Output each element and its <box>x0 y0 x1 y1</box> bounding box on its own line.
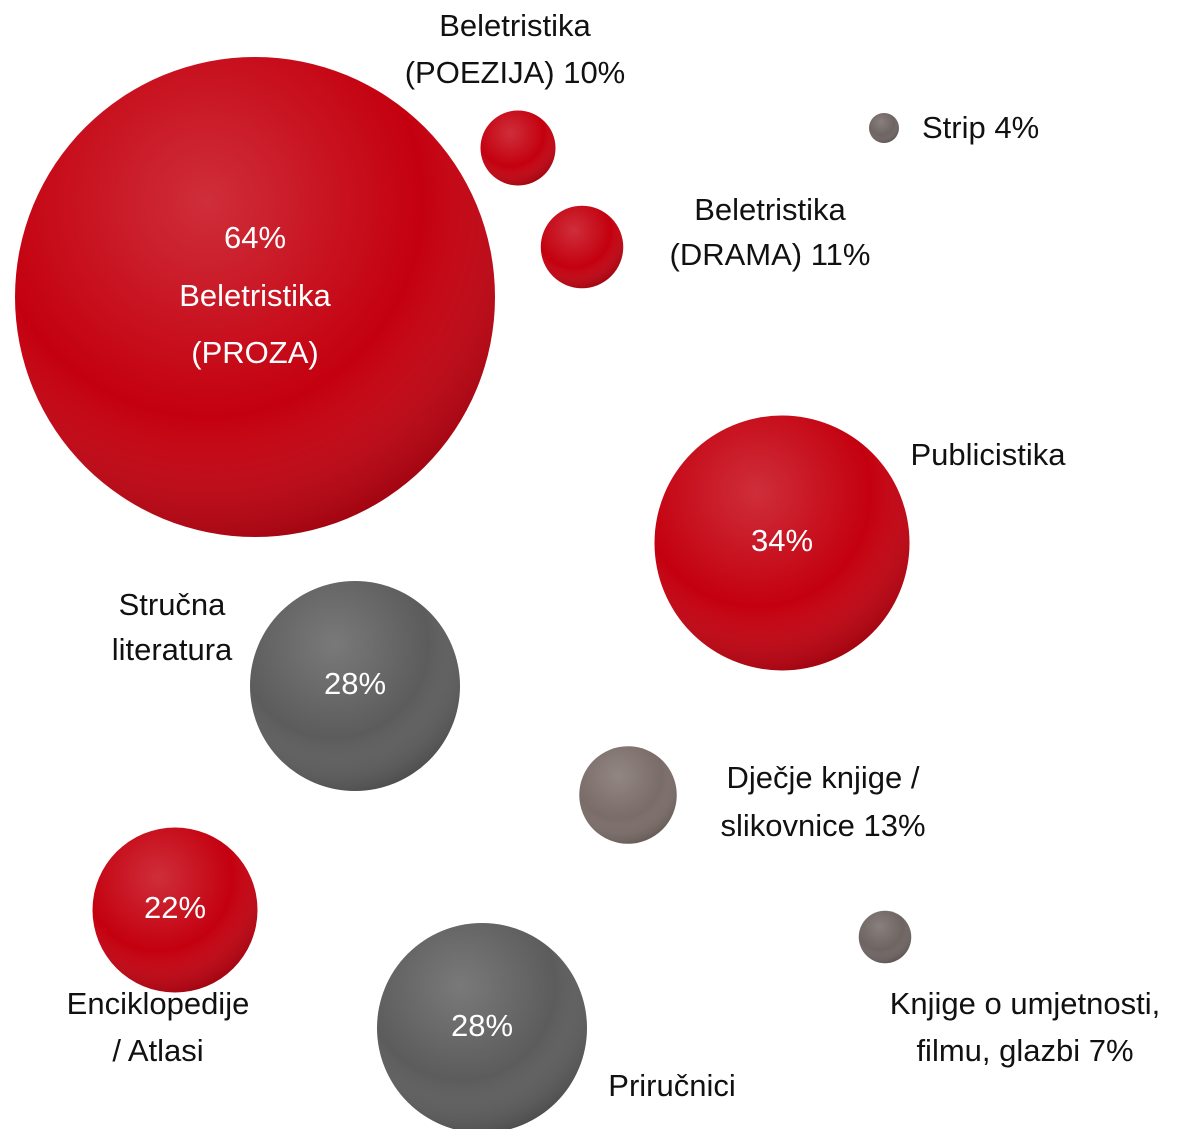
category-text: / Atlasi <box>112 1033 203 1068</box>
category-text: slikovnice <box>720 808 854 843</box>
value-label: 34% <box>751 523 813 558</box>
bubble-label: Beletristika <box>694 192 846 227</box>
category-text: (PROZA) <box>191 335 318 370</box>
bubble-label: (PROZA) <box>191 335 318 370</box>
value-label: 28% <box>324 666 386 701</box>
bubble-shine <box>481 111 556 186</box>
category-text: Beletristika <box>439 8 591 43</box>
category-text: (POEZIJA) <box>405 55 555 90</box>
category-text: Beletristika <box>694 192 846 227</box>
value-label: 28% <box>451 1008 513 1043</box>
bubble-label: Beletristika <box>179 278 331 313</box>
category-text: Priručnici <box>608 1068 735 1103</box>
value-label: 13% <box>863 808 925 843</box>
bubble-shine <box>541 206 624 289</box>
category-text: Dječje knjige / <box>727 760 920 795</box>
bubble-label: Knjige o umjetnosti, <box>890 986 1161 1021</box>
value-label: 64% <box>224 220 286 255</box>
bubble-label: literatura <box>112 632 233 667</box>
bubble-label: slikovnice 13% <box>720 808 925 843</box>
bubble-label: Enciklopedije <box>67 986 250 1021</box>
value-label: 10% <box>563 55 625 90</box>
value-label: 11% <box>811 237 871 272</box>
category-text: literatura <box>112 632 233 667</box>
bubble-shine <box>859 911 912 964</box>
bubble-label: (POEZIJA) 10% <box>405 55 626 90</box>
bubble-label: Strip 4% <box>922 110 1039 145</box>
bubble-shine <box>579 746 677 844</box>
category-text: Strip <box>922 110 986 145</box>
category-text: Publicistika <box>910 437 1066 472</box>
value-label: 22% <box>144 890 206 925</box>
bubble-label: / Atlasi <box>112 1033 203 1068</box>
bubble-label: (DRAMA) 11% <box>670 237 871 272</box>
category-text: Enciklopedije <box>67 986 250 1021</box>
bubble-shine <box>869 113 899 143</box>
bubble-label: filmu, glazbi 7% <box>916 1033 1133 1068</box>
category-text: filmu, glazbi <box>916 1033 1080 1068</box>
bubble-label: Beletristika <box>439 8 591 43</box>
category-text: Beletristika <box>179 278 331 313</box>
category-text: (DRAMA) <box>670 237 803 272</box>
bubble-chart: Beletristika (PROZA) 64% Beletristika (POEZI… <box>0 0 1196 1129</box>
bubble-label: Dječje knjige / <box>727 760 920 795</box>
bubble-label: Publicistika <box>910 437 1066 472</box>
value-label: 4% <box>994 110 1039 145</box>
bubble-label: Stručna <box>119 587 227 622</box>
value-label: 7% <box>1089 1033 1134 1068</box>
category-text: Stručna <box>119 587 227 622</box>
category-text: Knjige o umjetnosti, <box>890 986 1161 1021</box>
bubble-label: Priručnici <box>608 1068 735 1103</box>
